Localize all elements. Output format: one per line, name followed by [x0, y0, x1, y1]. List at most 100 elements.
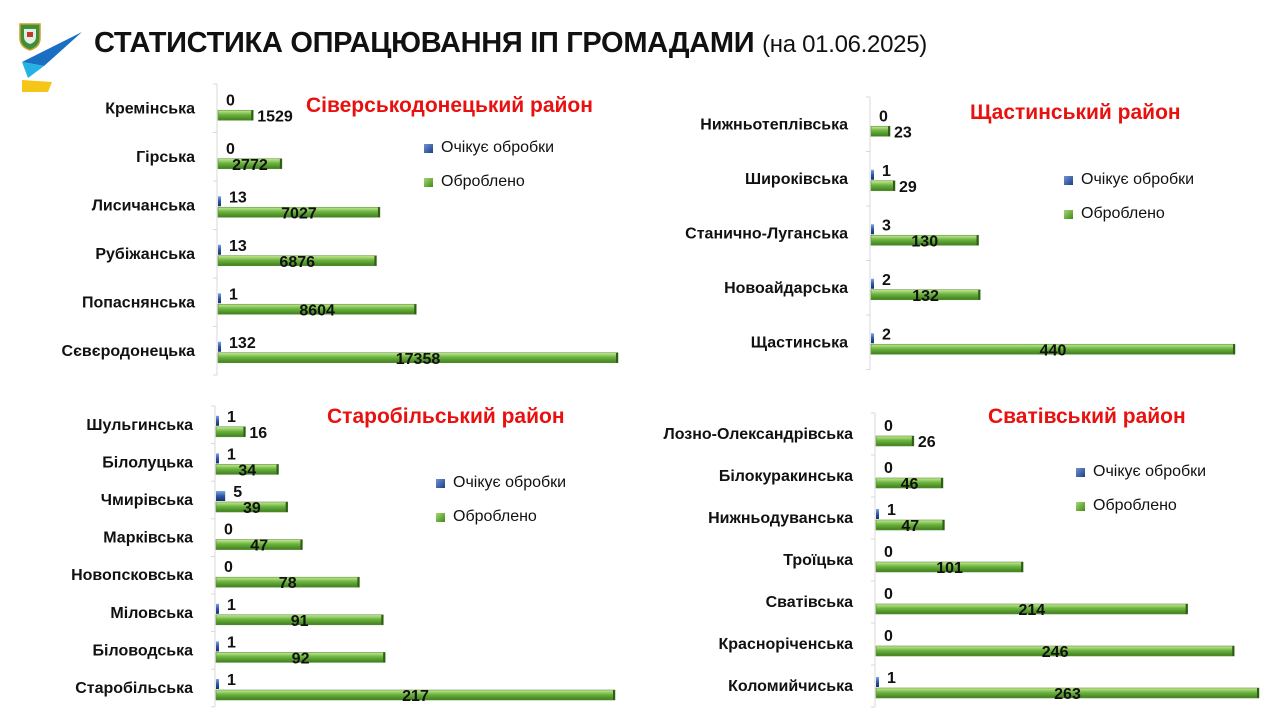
chart-panel-starobilskyi: Шульгинська 1 16 Білолуцька 1 34 Чмирівська 5 39…: [0, 400, 640, 720]
data-label-done: 91: [291, 613, 309, 630]
data-label-pending: 0: [224, 522, 233, 539]
legend-item-done: Оброблено: [436, 500, 566, 534]
category-label: Лозно-Олександрівська: [664, 426, 854, 443]
bar-chart-svativskyi: Лозно-Олександрівська 0 26 Білокуракинська 0…: [664, 412, 1260, 708]
data-label-done: 8604: [299, 302, 335, 319]
data-label-pending: 0: [224, 559, 233, 576]
legend-swatch-pending-icon: [1064, 175, 1073, 185]
category-label: Попаснянська: [82, 294, 195, 311]
category-label: Новоайдарська: [724, 280, 848, 297]
data-label-pending: 0: [884, 460, 893, 477]
district-title: Сватівський район: [988, 405, 1186, 428]
bar-pending: [218, 244, 221, 255]
data-label-done: 130: [911, 233, 938, 250]
bar-done-cap: [1257, 688, 1259, 698]
district-title: Щастинський район: [970, 101, 1181, 124]
bar-done: [875, 435, 915, 447]
category-label: Сватівська: [766, 594, 854, 611]
legend-item-pending: Очікує обробки: [424, 131, 554, 165]
data-label-done: 92: [292, 650, 310, 667]
bar-done: [875, 519, 945, 531]
category-label: Коломийчиська: [728, 678, 853, 695]
category-label: Шульгинська: [86, 417, 193, 434]
report-date: (на 01.06.2025): [762, 31, 927, 58]
data-label-pending: 3: [882, 217, 891, 234]
data-label-done: 26: [918, 434, 936, 451]
category-label: Міловська: [110, 605, 193, 622]
data-label-pending: 1: [227, 634, 236, 651]
logo-wave-cyan-icon: [22, 62, 44, 78]
district-title: Сіверськодонецький район: [306, 94, 593, 117]
legend-label-done: Оброблено: [441, 173, 525, 190]
data-label-done: 1529: [257, 108, 293, 125]
bar-done-cap: [374, 255, 377, 266]
data-label-pending: 2: [882, 326, 891, 343]
legend-label-done: Оброблено: [1081, 205, 1165, 222]
data-label-done: 47: [901, 518, 919, 535]
data-label-done: 132: [912, 288, 939, 305]
data-label-pending: 0: [226, 141, 235, 158]
legend-label-pending: Очікує обробки: [1093, 463, 1207, 480]
bar-done-cap: [1021, 562, 1024, 572]
data-label-done: 2772: [232, 157, 268, 174]
bar-done: [215, 539, 303, 550]
bar-done-cap: [1233, 344, 1235, 355]
legend-item-done: Оброблено: [424, 165, 554, 199]
bar-done: [875, 645, 1235, 657]
data-label-done: 246: [1042, 644, 1069, 661]
category-label: Старобільська: [75, 680, 193, 697]
legend-swatch-done-icon: [1076, 501, 1085, 511]
bar-pending: [216, 415, 219, 426]
bar-done: [870, 234, 979, 246]
legend-label-pending: Очікує обробки: [441, 139, 555, 156]
category-label: Троїцька: [783, 552, 853, 569]
category-label: Чмирівська: [101, 492, 193, 509]
bar-pending: [216, 679, 219, 689]
category-label: Білокуракинська: [719, 468, 853, 485]
bar-pending: [876, 509, 879, 519]
bar-done-cap: [383, 652, 386, 663]
bar-done-cap: [976, 235, 979, 246]
chart-legend: Очікує обробки Оброблено: [1064, 163, 1194, 231]
data-label-pending: 1: [887, 502, 896, 519]
bar-pending: [876, 677, 879, 687]
bar-done-cap: [243, 426, 246, 437]
data-label-pending: 2: [882, 272, 891, 289]
bar-done-cap: [616, 352, 618, 363]
page-title-text: СТАТИСТИКА ОПРАЦЮВАННЯ ІП ГРОМАДАМИ: [94, 27, 755, 59]
data-label-done: 78: [279, 575, 297, 592]
page-title: СТАТИСТИКА ОПРАЦЮВАННЯ ІП ГРОМАДАМИ (на …: [94, 27, 927, 60]
chart-legend: Очікує обробки Оброблено: [1076, 455, 1206, 523]
data-label-pending: 13: [229, 189, 247, 206]
bar-done: [870, 125, 891, 137]
bar-done-cap: [940, 478, 943, 488]
category-label: Біловодська: [93, 642, 194, 659]
data-label-pending: 1: [887, 670, 896, 687]
chart-legend: Очікує обробки Оброблено: [424, 131, 554, 199]
data-label-pending: 132: [229, 335, 256, 352]
bar-pending: [216, 641, 219, 652]
chart-panel-sieverskodonetskyi: Кремінська 0 1529 Гірська 0 2772 Лисичанська 13…: [0, 80, 640, 380]
bar-done-cap: [978, 289, 981, 300]
data-label-done: 214: [1018, 602, 1045, 619]
chart-panel-shchastynskyi: Нижньотеплівська 0 23 Широківська 1 29 Станичн…: [640, 80, 1280, 380]
data-label-done: 17358: [396, 351, 441, 368]
bar-done-cap: [279, 158, 282, 169]
legend-swatch-pending-icon: [436, 478, 445, 488]
bar-done-cap: [300, 539, 303, 550]
legend-label-pending: Очікує обробки: [1081, 171, 1195, 188]
bar-done-cap: [285, 502, 288, 512]
chart-legend: Очікує обробки Оброблено: [436, 466, 566, 534]
legend-item-pending: Очікує обробки: [1064, 163, 1194, 197]
data-label-pending: 0: [884, 586, 893, 603]
district-title: Старобільський район: [327, 405, 565, 428]
data-label-pending: 1: [227, 597, 236, 614]
bar-done: [215, 576, 360, 588]
bar-done-cap: [1232, 646, 1235, 656]
bar-done-cap: [888, 126, 891, 137]
data-label-pending: 0: [884, 544, 893, 561]
category-label: Рубіжанська: [95, 246, 195, 263]
data-label-done: 6876: [279, 254, 315, 271]
